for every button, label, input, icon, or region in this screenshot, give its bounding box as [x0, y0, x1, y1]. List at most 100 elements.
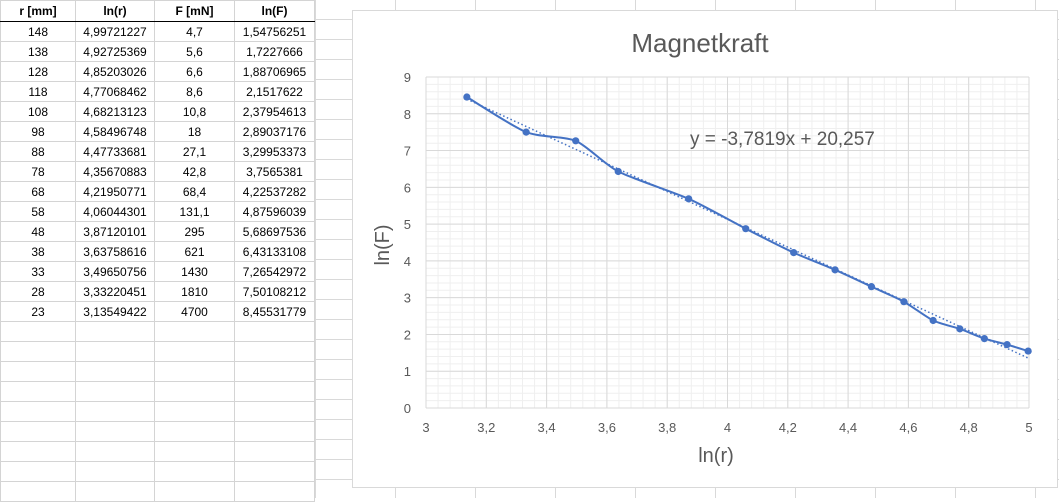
cell-ln-r[interactable]: 4,68213123: [75, 101, 155, 122]
cell-f[interactable]: 42,8: [154, 161, 235, 182]
cell-r[interactable]: 23: [0, 301, 76, 322]
cell-ln-r[interactable]: 4,21950771: [75, 181, 155, 202]
cell-ln-r[interactable]: 4,47733681: [75, 141, 155, 162]
cell-f[interactable]: 4700: [154, 301, 235, 322]
empty-cell[interactable]: [154, 341, 235, 362]
cell-ln-r[interactable]: 4,85203026: [75, 61, 155, 82]
cell-ln-f[interactable]: 5,68697536: [234, 221, 315, 242]
cell-ln-f[interactable]: 1,7227666: [234, 41, 315, 62]
cell-f[interactable]: 4,7: [154, 21, 235, 42]
empty-cell[interactable]: [0, 421, 76, 442]
cell-ln-r[interactable]: 3,63758616: [75, 241, 155, 262]
cell-ln-r[interactable]: 3,87120101: [75, 221, 155, 242]
cell-ln-r[interactable]: 4,77068462: [75, 81, 155, 102]
cell-f[interactable]: 68,4: [154, 181, 235, 202]
empty-cell[interactable]: [0, 321, 76, 342]
cell-f[interactable]: 8,6: [154, 81, 235, 102]
empty-cell[interactable]: [154, 361, 235, 382]
cell-ln-f[interactable]: 3,29953373: [234, 141, 315, 162]
cell-ln-r[interactable]: 4,99721227: [75, 21, 155, 42]
empty-cell[interactable]: [234, 401, 315, 422]
cell-ln-f[interactable]: 4,87596039: [234, 201, 315, 222]
empty-cell[interactable]: [75, 481, 155, 502]
empty-cell[interactable]: [75, 461, 155, 482]
cell-ln-r[interactable]: 3,33220451: [75, 281, 155, 302]
empty-cell[interactable]: [0, 341, 76, 362]
empty-cell[interactable]: [75, 441, 155, 462]
empty-cell[interactable]: [154, 461, 235, 482]
cell-r[interactable]: 58: [0, 201, 76, 222]
empty-cell[interactable]: [0, 481, 76, 502]
header-cell-r[interactable]: r [mm]: [0, 0, 76, 22]
empty-cell[interactable]: [154, 441, 235, 462]
cell-ln-r[interactable]: 4,35670883: [75, 161, 155, 182]
cell-ln-r[interactable]: 4,92725369: [75, 41, 155, 62]
cell-r[interactable]: 148: [0, 21, 76, 42]
cell-r[interactable]: 78: [0, 161, 76, 182]
empty-cell[interactable]: [0, 441, 76, 462]
cell-ln-f[interactable]: 7,50108212: [234, 281, 315, 302]
cell-r[interactable]: 28: [0, 281, 76, 302]
cell-r[interactable]: 38: [0, 241, 76, 262]
header-cell-ln-f[interactable]: ln(F): [234, 0, 315, 22]
empty-cell[interactable]: [154, 381, 235, 402]
cell-f[interactable]: 6,6: [154, 61, 235, 82]
empty-cell[interactable]: [154, 401, 235, 422]
cell-ln-f[interactable]: 2,89037176: [234, 121, 315, 142]
cell-f[interactable]: 1810: [154, 281, 235, 302]
cell-f[interactable]: 295: [154, 221, 235, 242]
cell-r[interactable]: 68: [0, 181, 76, 202]
cell-f[interactable]: 18: [154, 121, 235, 142]
cell-r[interactable]: 138: [0, 41, 76, 62]
cell-r[interactable]: 98: [0, 121, 76, 142]
empty-cell[interactable]: [0, 461, 76, 482]
empty-cell[interactable]: [75, 381, 155, 402]
cell-ln-f[interactable]: 4,22537282: [234, 181, 315, 202]
cell-r[interactable]: 88: [0, 141, 76, 162]
empty-cell[interactable]: [0, 361, 76, 382]
empty-cell[interactable]: [75, 361, 155, 382]
empty-cell[interactable]: [234, 361, 315, 382]
cell-r[interactable]: 118: [0, 81, 76, 102]
header-cell-ln-r[interactable]: ln(r): [75, 0, 155, 22]
cell-ln-f[interactable]: 3,7565381: [234, 161, 315, 182]
empty-cell[interactable]: [234, 461, 315, 482]
cell-ln-r[interactable]: 4,06044301: [75, 201, 155, 222]
cell-ln-f[interactable]: 2,1517622: [234, 81, 315, 102]
empty-cell[interactable]: [234, 321, 315, 342]
cell-ln-r[interactable]: 3,13549422: [75, 301, 155, 322]
empty-cell[interactable]: [234, 441, 315, 462]
empty-cell[interactable]: [154, 481, 235, 502]
cell-f[interactable]: 10,8: [154, 101, 235, 122]
empty-cell[interactable]: [75, 341, 155, 362]
cell-f[interactable]: 5,6: [154, 41, 235, 62]
cell-ln-f[interactable]: 2,37954613: [234, 101, 315, 122]
empty-cell[interactable]: [234, 381, 315, 402]
cell-f[interactable]: 621: [154, 241, 235, 262]
empty-cell[interactable]: [234, 481, 315, 502]
cell-r[interactable]: 48: [0, 221, 76, 242]
header-cell-f[interactable]: F [mN]: [154, 0, 235, 22]
empty-cell[interactable]: [75, 401, 155, 422]
empty-cell[interactable]: [0, 401, 76, 422]
cell-f[interactable]: 1430: [154, 261, 235, 282]
cell-ln-f[interactable]: 1,54756251: [234, 21, 315, 42]
empty-cell[interactable]: [234, 421, 315, 442]
empty-cell[interactable]: [0, 381, 76, 402]
cell-ln-f[interactable]: 7,26542972: [234, 261, 315, 282]
cell-r[interactable]: 33: [0, 261, 76, 282]
cell-ln-f[interactable]: 1,88706965: [234, 61, 315, 82]
empty-cell[interactable]: [75, 321, 155, 342]
chart-panel[interactable]: 3 3,2 3,4 3,6 3,8 4 4,2 4,4 4,6 4,8 5 0 1 2 3 4 5 6 7 8 9 M…: [352, 10, 1058, 488]
cell-ln-f[interactable]: 8,45531779: [234, 301, 315, 322]
cell-r[interactable]: 108: [0, 101, 76, 122]
cell-ln-r[interactable]: 3,49650756: [75, 261, 155, 282]
cell-f[interactable]: 131,1: [154, 201, 235, 222]
cell-ln-f[interactable]: 6,43133108: [234, 241, 315, 262]
cell-ln-r[interactable]: 4,58496748: [75, 121, 155, 142]
empty-cell[interactable]: [154, 421, 235, 442]
empty-cell[interactable]: [234, 341, 315, 362]
cell-f[interactable]: 27,1: [154, 141, 235, 162]
empty-cell[interactable]: [154, 321, 235, 342]
cell-r[interactable]: 128: [0, 61, 76, 82]
